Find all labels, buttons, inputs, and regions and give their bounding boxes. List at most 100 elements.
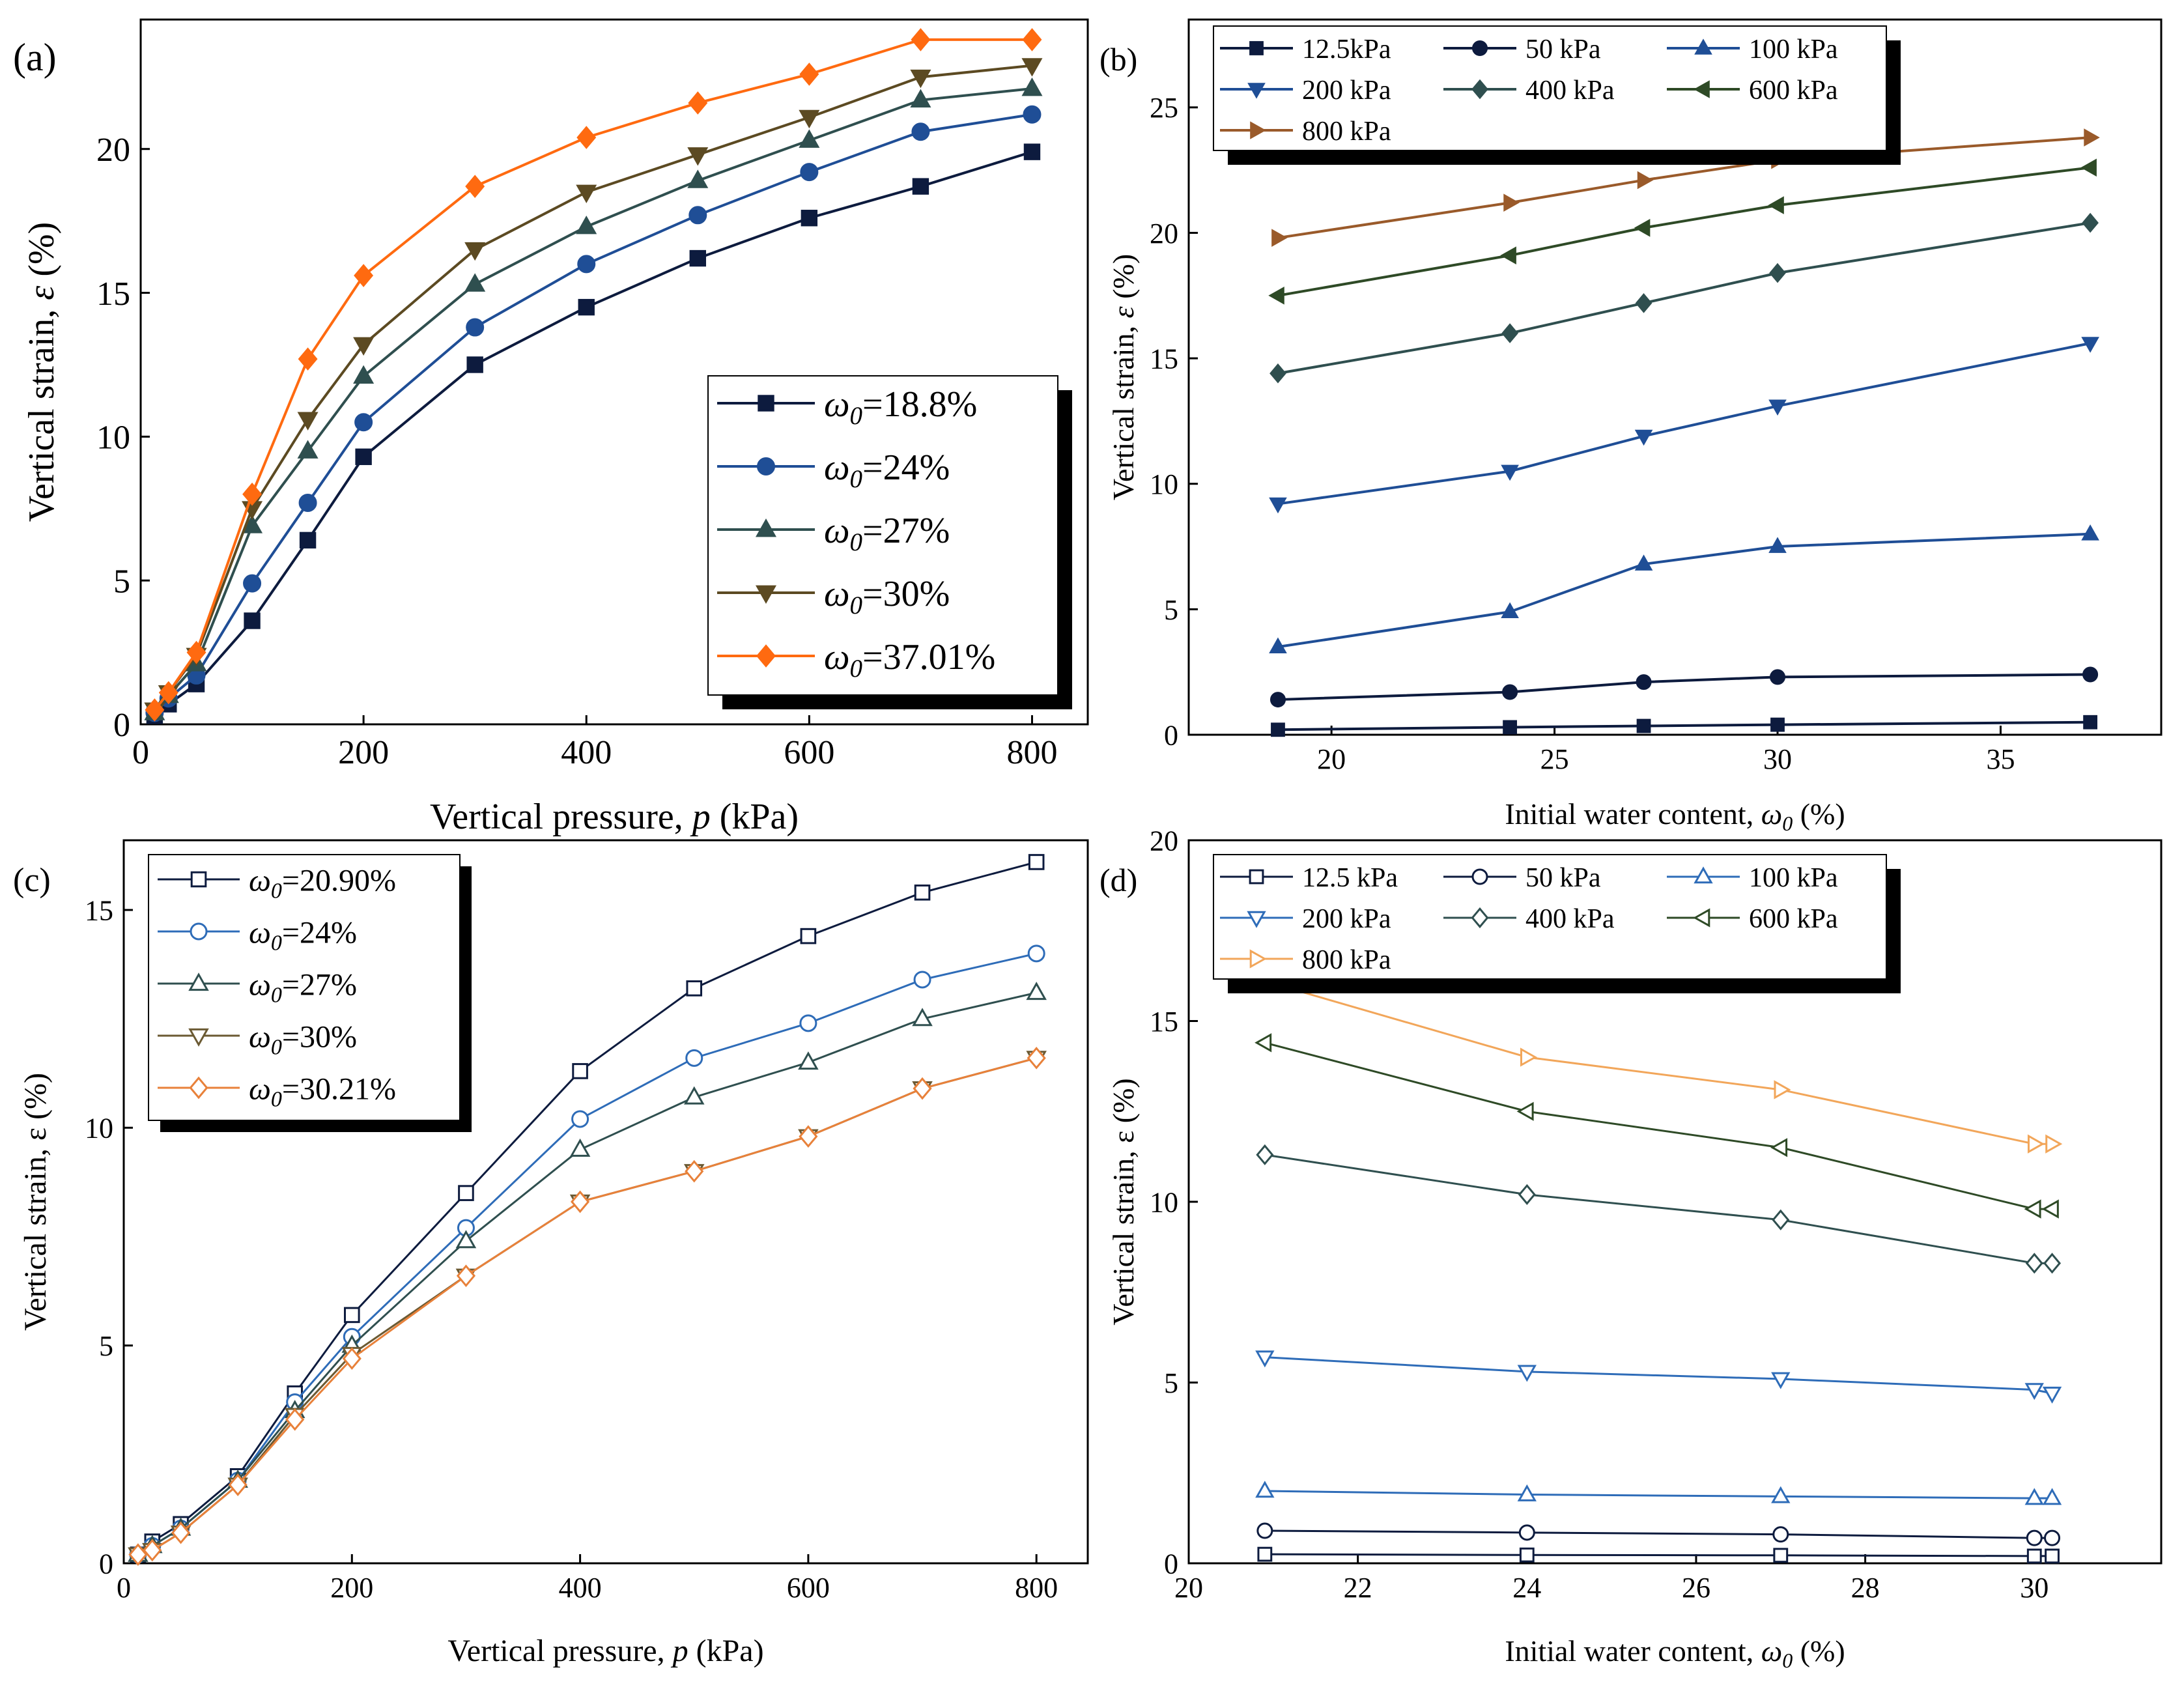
data-point bbox=[354, 413, 373, 432]
data-point bbox=[571, 1190, 590, 1214]
series-line-1 bbox=[1264, 1553, 2052, 1557]
data-point bbox=[1635, 293, 1652, 313]
data-point bbox=[576, 184, 597, 203]
legend-marker bbox=[1250, 121, 1266, 139]
data-point bbox=[1519, 1547, 1535, 1563]
data-point bbox=[2081, 337, 2099, 353]
x-tick-label: 35 bbox=[1986, 743, 2015, 775]
data-point bbox=[2025, 1253, 2043, 1274]
legend-label: ω0=20.90% bbox=[249, 863, 396, 903]
data-point bbox=[464, 242, 486, 261]
data-point bbox=[171, 1521, 191, 1544]
data-point bbox=[1636, 674, 1652, 690]
data-point bbox=[1501, 602, 1519, 619]
x-tick-label: 26 bbox=[1682, 1572, 1710, 1604]
data-point bbox=[911, 28, 931, 51]
y-tick-label: 10 bbox=[85, 1113, 113, 1144]
x-tick-label: 800 bbox=[1006, 734, 1057, 771]
data-point bbox=[798, 1051, 819, 1070]
series-line-2 bbox=[1264, 1529, 2052, 1539]
series-line-5 bbox=[153, 38, 1032, 711]
series-line-3 bbox=[1277, 532, 2091, 649]
data-point bbox=[910, 69, 931, 89]
data-point bbox=[2042, 1488, 2062, 1505]
y-axis-label: Vertical strain, ε (%) bbox=[18, 1073, 53, 1331]
data-point bbox=[688, 91, 708, 115]
x-tick-label: 20 bbox=[1317, 743, 1346, 775]
legend-marker bbox=[188, 972, 209, 991]
y-axis-label: Vertical strain, ε (%) bbox=[21, 222, 62, 522]
data-point bbox=[1768, 196, 1784, 214]
plot-frame bbox=[1187, 18, 2163, 736]
y-tick-label: 0 bbox=[113, 707, 130, 744]
data-point bbox=[2082, 212, 2099, 233]
data-point bbox=[578, 298, 595, 316]
legend-marker bbox=[756, 644, 776, 668]
legend-label: 12.5 kPa bbox=[1302, 863, 1398, 893]
series-line-1 bbox=[1277, 720, 2091, 731]
legend-label: 12.5kPa bbox=[1302, 35, 1391, 64]
data-point bbox=[1520, 1047, 1538, 1067]
legend-marker bbox=[1471, 907, 1489, 929]
y-tick-label: 20 bbox=[96, 132, 130, 169]
data-point bbox=[1771, 1372, 1791, 1389]
series-line-7 bbox=[1264, 980, 2052, 1145]
legend-marker bbox=[757, 457, 775, 475]
data-point bbox=[466, 318, 485, 337]
legend-marker bbox=[1249, 949, 1267, 969]
data-point bbox=[2043, 1253, 2062, 1274]
data-point bbox=[1269, 692, 1286, 708]
data-point bbox=[1021, 78, 1043, 96]
x-axis-label: Vertical pressure, p (kPa) bbox=[430, 797, 799, 837]
panel-label: (d) bbox=[1099, 862, 1137, 898]
data-point bbox=[571, 1110, 589, 1128]
data-point bbox=[228, 1473, 248, 1496]
data-point bbox=[576, 215, 597, 234]
data-point bbox=[2027, 1134, 2045, 1154]
legend-label: 800 kPa bbox=[1302, 945, 1391, 975]
legend: 12.5kPa 50 kPa 100 kPa 200 kPa 400 kPa 600 kP… bbox=[1213, 25, 1901, 165]
data-point bbox=[354, 264, 374, 287]
data-point bbox=[353, 365, 375, 384]
y-tick-label: 0 bbox=[1164, 1548, 1178, 1580]
data-point bbox=[1518, 1184, 1536, 1205]
data-point bbox=[577, 255, 596, 274]
y-tick-label: 20 bbox=[1150, 218, 1178, 249]
plot-frame bbox=[122, 839, 1089, 1565]
data-point bbox=[688, 206, 707, 225]
series-line-3 bbox=[1264, 1490, 2052, 1499]
x-tick-label: 400 bbox=[561, 734, 612, 771]
data-point bbox=[455, 1230, 477, 1249]
data-point bbox=[2026, 1529, 2043, 1546]
data-point bbox=[2026, 1548, 2042, 1564]
data-point bbox=[800, 163, 819, 182]
x-tick-label: 400 bbox=[559, 1572, 602, 1604]
panel-label: (b) bbox=[1099, 41, 1137, 78]
legend-marker bbox=[1694, 866, 1713, 884]
data-point bbox=[2081, 524, 2099, 541]
data-point bbox=[800, 928, 817, 944]
legend-label: ω0=30.21% bbox=[249, 1072, 396, 1111]
panel-label: (a) bbox=[13, 36, 57, 79]
data-point bbox=[912, 178, 929, 195]
panel-b: (b) 20 25 30 35 0 5 10 15 20 25 Initial water conte… bbox=[1099, 18, 2163, 835]
x-tick-label: 800 bbox=[1015, 1572, 1058, 1604]
y-tick-label: 5 bbox=[113, 563, 130, 600]
x-axis-label: Vertical pressure, p (kPa) bbox=[447, 1634, 763, 1668]
data-point bbox=[158, 681, 178, 705]
data-point bbox=[1771, 1486, 1791, 1503]
series-line-5 bbox=[1264, 1154, 2052, 1264]
y-tick-label: 10 bbox=[1150, 468, 1178, 500]
legend-label: 100 kPa bbox=[1749, 863, 1838, 893]
legend-marker bbox=[1249, 869, 1264, 885]
data-point bbox=[2042, 1386, 2062, 1404]
data-point bbox=[2044, 1529, 2061, 1546]
legend-label: ω0=30% bbox=[824, 574, 950, 619]
x-tick-label: 22 bbox=[1344, 1572, 1372, 1604]
data-point bbox=[297, 440, 319, 459]
data-point bbox=[913, 1077, 932, 1100]
legend-label: ω0=37.01% bbox=[824, 637, 995, 683]
y-tick-label: 20 bbox=[1150, 825, 1178, 857]
data-point bbox=[1501, 323, 1518, 343]
